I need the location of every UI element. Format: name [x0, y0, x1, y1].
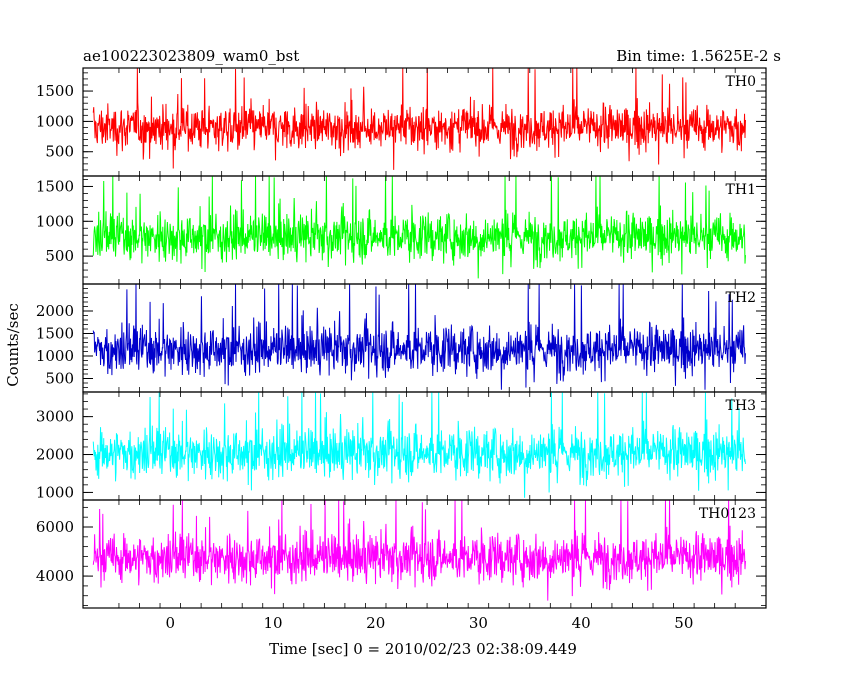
x-tick-label: 40 [572, 614, 591, 632]
x-tick-label: 50 [674, 614, 693, 632]
y-tick-label: 500 [45, 247, 74, 265]
y-tick-label: 4000 [36, 567, 74, 585]
y-tick-label: 1000 [36, 483, 74, 501]
y-tick-label: 1000 [36, 112, 74, 130]
panel-th0123: 4000 6000 TH0123 [36, 499, 767, 609]
panel-th3: 1000 2000 3000 TH3 [36, 391, 767, 501]
series-line-th0123 [92, 499, 746, 601]
x-axis-title: Time [sec] 0 = 2010/02/23 02:38:09.449 [269, 640, 577, 658]
y-axis-title: Counts/sec [4, 303, 22, 387]
series-line-th0 [92, 67, 746, 170]
y-tick-label: 2000 [36, 302, 74, 320]
x-tick-label: 30 [469, 614, 488, 632]
x-tick-label: 0 [166, 614, 176, 632]
panel-th1: 500 1000 1500 TH1 [36, 175, 767, 285]
panel-th2: 500 1000 1500 2000 TH2 [36, 283, 767, 393]
panel-label: TH0123 [699, 506, 756, 522]
x-tick-label: 10 [263, 614, 282, 632]
panel-label: TH0 [726, 74, 756, 90]
y-tick-label: 1000 [36, 347, 74, 365]
y-tick-label: 6000 [36, 518, 74, 536]
chart-title: ae100223023809_wam0_bst [83, 47, 299, 65]
series-line-th2 [92, 283, 746, 390]
panel-label: TH1 [726, 182, 756, 198]
y-tick-label: 1500 [36, 177, 74, 195]
panel-th0: 500 1000 1500 TH0 [36, 67, 767, 177]
y-tick-label: 1000 [36, 212, 74, 230]
y-tick-label: 3000 [36, 408, 74, 426]
panel-label: TH2 [726, 290, 756, 306]
x-tick-label: 20 [366, 614, 385, 632]
panel-label: TH3 [726, 398, 756, 414]
y-tick-label: 500 [45, 370, 74, 388]
y-tick-label: 500 [45, 143, 74, 161]
y-tick-label: 1500 [36, 82, 74, 100]
y-tick-label: 1500 [36, 325, 74, 343]
y-tick-label: 2000 [36, 446, 74, 464]
panel-frame [82, 499, 767, 609]
series-line-th1 [92, 175, 746, 279]
chart-subtitle: Bin time: 1.5625E-2 s [616, 47, 781, 65]
series-line-th3 [92, 391, 746, 498]
